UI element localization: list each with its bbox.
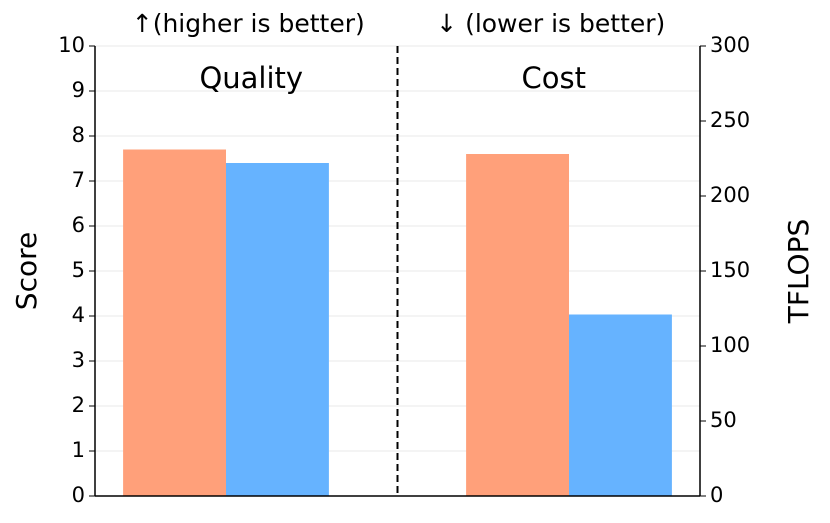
y-tick-label: 6 xyxy=(72,213,85,237)
y-tick-label: 0 xyxy=(72,483,85,507)
y2-tick-label: 100 xyxy=(710,333,750,357)
bar xyxy=(226,163,329,496)
y2-axis-label: TFLOPS xyxy=(782,219,815,325)
group-label: Quality xyxy=(199,61,303,95)
bar xyxy=(123,149,226,496)
y2-tick-label: 200 xyxy=(710,183,750,207)
y-tick-label: 7 xyxy=(72,168,85,192)
y-axis-label: Score xyxy=(10,232,43,310)
y-tick-label: 5 xyxy=(72,258,85,282)
annotation: ↓ (lower is better) xyxy=(436,9,665,38)
y2-tick-label: 0 xyxy=(710,483,723,507)
y-tick-label: 1 xyxy=(72,438,85,462)
y-tick-label: 9 xyxy=(72,78,85,102)
y2-tick-label: 300 xyxy=(710,33,750,57)
annotation: ↑(higher is better) xyxy=(132,9,365,38)
y-tick-label: 8 xyxy=(72,123,85,147)
y-tick-label: 10 xyxy=(58,33,85,57)
y2-tick-label: 250 xyxy=(710,108,750,132)
y-tick-label: 4 xyxy=(72,303,85,327)
y2-tick-label: 50 xyxy=(710,408,737,432)
bar xyxy=(466,154,569,496)
y2-tick-label: 150 xyxy=(710,258,750,282)
bar xyxy=(569,314,672,496)
y-tick-label: 2 xyxy=(72,393,85,417)
y-tick-label: 3 xyxy=(72,348,85,372)
group-label: Cost xyxy=(522,61,586,95)
